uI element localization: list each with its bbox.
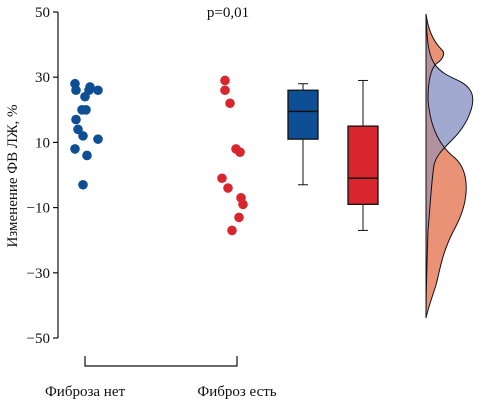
category-label-no-fibrosis: Фиброза нет [45, 384, 126, 400]
data-point [217, 173, 227, 184]
data-point [220, 85, 230, 96]
box [287, 89, 319, 140]
data-point [225, 98, 235, 109]
density-fibrosis-fill [426, 14, 467, 318]
box [347, 125, 379, 205]
data-point [223, 183, 233, 193]
y-tick-label: 30 [35, 70, 50, 86]
data-point [84, 85, 94, 96]
data-point [82, 150, 92, 161]
data-point [227, 225, 237, 236]
bracket-line [84, 356, 238, 367]
y-tick-label: −50 [27, 331, 50, 347]
y-tick-label: 10 [35, 135, 50, 151]
data-point [81, 105, 91, 115]
data-point [78, 179, 88, 190]
group-bracket [84, 356, 238, 367]
data-point [238, 199, 248, 210]
density-fibrosis-outline [425, 13, 467, 319]
y-tick-label: 50 [35, 5, 50, 21]
data-point [235, 147, 245, 157]
density-plots [425, 13, 474, 319]
data-points [70, 75, 248, 236]
data-point [220, 75, 230, 86]
data-point [234, 212, 244, 223]
y-axis [53, 11, 59, 339]
y-tick-label: −10 [27, 201, 50, 217]
data-point [73, 124, 83, 135]
data-point [78, 131, 88, 141]
category-label-fibrosis: Фиброз есть [197, 384, 276, 400]
y-axis-label: Изменение ФВ ЛЖ, % [5, 104, 21, 247]
data-point [71, 114, 81, 125]
p-value-annotation: p=0,01 [207, 5, 249, 21]
y-tick-label: −30 [27, 266, 50, 282]
data-point [70, 144, 80, 154]
density-no-fibrosis [425, 13, 474, 319]
y-tick-labels: 50 30 10 −10 −30 −50 [27, 5, 50, 347]
data-point [93, 134, 103, 144]
boxplots [287, 79, 379, 231]
data-point [71, 85, 81, 96]
data-point [93, 85, 103, 96]
